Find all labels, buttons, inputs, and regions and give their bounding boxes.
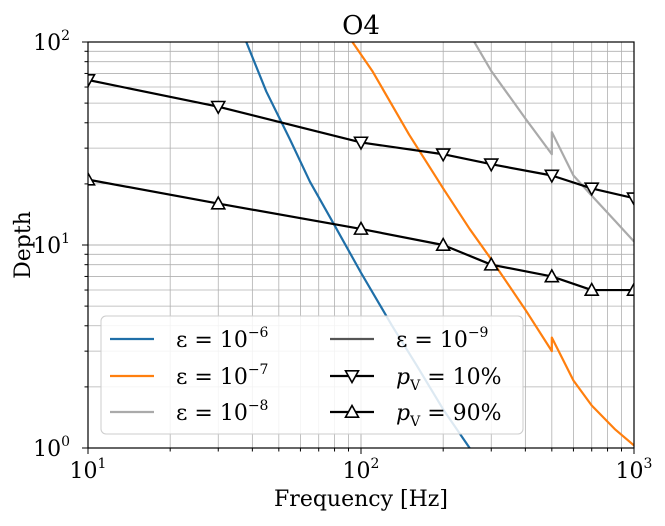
legend-label-main: ε = 10 bbox=[176, 328, 248, 353]
legend-label-rest: = 10% bbox=[420, 365, 501, 390]
x-tick-base: 10 bbox=[616, 459, 644, 484]
data-point bbox=[353, 220, 369, 235]
x-tick-exp: 1 bbox=[98, 456, 107, 472]
data-point bbox=[626, 192, 634, 207]
legend-label: ε = 10−6 bbox=[176, 325, 269, 353]
x-tick-base: 10 bbox=[70, 459, 98, 484]
x-tick-exp: 3 bbox=[644, 456, 653, 472]
legend-entry: ε = 10−6 bbox=[110, 325, 269, 353]
legend-label-main: ε = 10 bbox=[176, 365, 248, 390]
legend-label-sub: V bbox=[409, 414, 421, 430]
legend-label-var: p bbox=[396, 365, 410, 390]
data-point bbox=[543, 268, 560, 283]
data-point bbox=[88, 171, 96, 186]
x-axis-label: Frequency [Hz] bbox=[274, 487, 448, 512]
data-point bbox=[435, 236, 452, 251]
y-tick-label: 100 bbox=[33, 434, 70, 462]
y-tick-exp: 0 bbox=[61, 434, 70, 450]
y-tick-base: 10 bbox=[33, 234, 61, 259]
series-line bbox=[351, 42, 634, 447]
legend-label-rest: = 90% bbox=[420, 401, 501, 426]
legend-label-exp: −8 bbox=[248, 398, 269, 414]
series-line bbox=[88, 78, 634, 200]
data-point bbox=[483, 158, 500, 173]
legend-entry: pV = 10% bbox=[330, 365, 502, 394]
series-4 bbox=[88, 73, 634, 207]
data-point bbox=[210, 100, 227, 115]
x-tick-label: 102 bbox=[343, 456, 380, 484]
legend-label: pV = 90% bbox=[396, 401, 502, 430]
series-2 bbox=[473, 42, 634, 243]
legend: ε = 10−6ε = 10−7ε = 10−8ε = 10−9pV = 10%… bbox=[100, 315, 524, 435]
series-line bbox=[88, 178, 634, 292]
legend-label-main: ε = 10 bbox=[396, 328, 468, 353]
y-tick-label: 101 bbox=[33, 231, 70, 259]
legend-label: ε = 10−9 bbox=[396, 325, 488, 353]
data-point bbox=[353, 136, 369, 151]
legend-entry: ε = 10−8 bbox=[110, 398, 268, 426]
grid bbox=[87, 42, 634, 449]
data-point bbox=[435, 148, 452, 163]
legend-entry: ε = 10−7 bbox=[110, 362, 268, 390]
y-tick-exp: 2 bbox=[61, 28, 70, 44]
data-point bbox=[626, 281, 634, 297]
y-axis-label: Depth bbox=[11, 211, 36, 279]
x-tick-label: 103 bbox=[616, 456, 653, 484]
y-tick-base: 10 bbox=[33, 437, 61, 462]
legend-label-main: ε = 10 bbox=[176, 401, 248, 426]
series-5 bbox=[88, 171, 634, 297]
data-point bbox=[583, 281, 600, 297]
data-point bbox=[210, 195, 227, 210]
data-point bbox=[583, 182, 600, 197]
legend-marker bbox=[344, 369, 360, 385]
x-tick-label: 101 bbox=[70, 456, 107, 484]
legend-label-exp: −6 bbox=[248, 325, 269, 341]
legend-label-var: p bbox=[396, 401, 410, 426]
y-tick-label: 102 bbox=[33, 28, 70, 56]
legend-label: pV = 10% bbox=[396, 365, 502, 394]
legend-label-sub: V bbox=[409, 378, 421, 394]
data-point bbox=[543, 169, 560, 184]
series-line bbox=[473, 42, 634, 243]
series-layer bbox=[88, 42, 634, 448]
legend-entry: pV = 90% bbox=[330, 401, 502, 430]
y-tick-exp: 1 bbox=[61, 231, 70, 247]
data-point bbox=[88, 73, 96, 89]
legend-label: ε = 10−7 bbox=[176, 362, 268, 390]
legend-label-exp: −9 bbox=[468, 325, 489, 341]
series-1 bbox=[351, 42, 634, 447]
x-tick-base: 10 bbox=[343, 459, 371, 484]
y-tick-base: 10 bbox=[33, 31, 61, 56]
legend-label: ε = 10−8 bbox=[176, 398, 268, 426]
legend-marker bbox=[344, 403, 360, 419]
legend-entry: ε = 10−9 bbox=[330, 325, 488, 353]
data-point bbox=[483, 256, 500, 271]
legend-label-exp: −7 bbox=[248, 362, 269, 378]
x-tick-exp: 2 bbox=[371, 456, 380, 472]
chart-title: O4 bbox=[342, 11, 380, 41]
legend-box bbox=[100, 315, 524, 435]
